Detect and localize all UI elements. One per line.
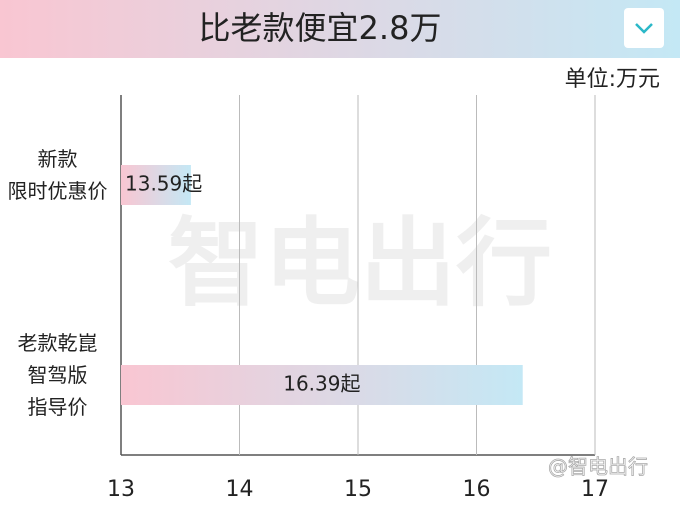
- x-tick-label: 16: [463, 477, 491, 502]
- bar: [121, 165, 191, 205]
- unit-label: 单位:万元: [565, 67, 660, 92]
- x-tick-label: 14: [226, 477, 254, 502]
- title-banner: [0, 0, 680, 58]
- category-label: 新款 限时优惠价: [7, 147, 108, 203]
- credit: @智电出行: [548, 455, 648, 479]
- bar: [121, 365, 523, 405]
- category-label: 老款乾崑 智驾版 指导价: [17, 331, 98, 419]
- x-tick-label: 17: [581, 477, 609, 502]
- x-tick-label: 13: [107, 477, 135, 502]
- value-label: 13.59起: [125, 172, 202, 196]
- value-label: 16.39起: [283, 372, 360, 396]
- chevron-icon: [635, 23, 653, 34]
- watermark: 智电出行: [168, 207, 552, 319]
- dropdown-button[interactable]: [624, 8, 664, 48]
- x-tick-label: 15: [344, 477, 372, 502]
- chart-title: 比老款便宜2.8万: [199, 9, 442, 47]
